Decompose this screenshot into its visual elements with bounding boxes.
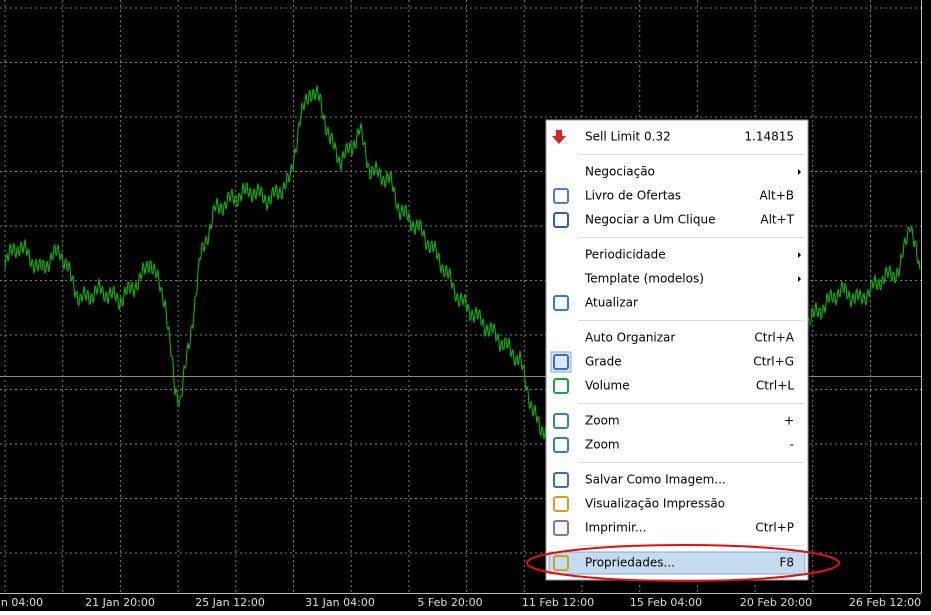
menu-icon xyxy=(553,472,569,488)
menu-item[interactable]: Grade Ctrl+G xyxy=(550,351,794,373)
x-axis-bar xyxy=(0,593,931,611)
menu-shortcut: - xyxy=(790,438,794,452)
menu-panel xyxy=(545,119,809,581)
menu-shortcut: Ctrl+P xyxy=(755,521,794,535)
menu-icon xyxy=(553,496,569,512)
menu-icon xyxy=(553,378,569,394)
menu-item[interactable]: Livro de Ofertas Alt+B xyxy=(553,188,794,204)
x-tick-label: 5 Feb 20:00 xyxy=(417,596,482,609)
menu-shortcut: Alt+T xyxy=(760,213,794,227)
menu-item[interactable]: Salvar Como Imagem... xyxy=(553,472,726,488)
menu-item[interactable]: Volume Ctrl+L xyxy=(553,378,794,394)
x-tick-label: 21 Jan 20:00 xyxy=(85,596,155,609)
menu-item[interactable]: Visualização Impressão xyxy=(553,496,725,512)
menu-label: Imprimir... xyxy=(585,521,646,535)
menu-label: Negociar a Um Clique xyxy=(585,213,715,227)
x-tick-label: 15 Feb 04:00 xyxy=(630,596,702,609)
x-tick-label: n 04:00 xyxy=(1,596,43,609)
menu-label: Visualização Impressão xyxy=(585,497,725,511)
submenu-arrow xyxy=(798,169,801,175)
x-axis: n 04:00 21 Jan 20:00 25 Jan 12:00 31 Jan 04… xyxy=(1,596,921,609)
menu-icon xyxy=(553,520,569,536)
annotation-ellipse xyxy=(526,544,840,582)
menu-label: Livro de Ofertas xyxy=(585,189,681,203)
check-frame xyxy=(550,351,572,373)
menu-shortcut: Ctrl+L xyxy=(756,379,794,393)
context-menu: Sell Limit 0.32 1.14815 Negociação Livro de… xyxy=(526,119,840,583)
menu-item[interactable]: Periodicidade xyxy=(585,248,801,262)
y-axis-bar xyxy=(921,0,931,593)
menu-shortcut: 1.14815 xyxy=(744,130,794,144)
menu-label: Auto Organizar xyxy=(585,331,675,345)
menu-icon xyxy=(553,354,569,370)
menu-label: Sell Limit 0.32 xyxy=(585,130,671,144)
menu-item[interactable]: Sell Limit 0.32 1.14815 xyxy=(552,130,794,145)
menu-item[interactable]: Zoom + xyxy=(553,413,794,429)
menu-shortcut: Alt+B xyxy=(759,189,794,203)
menu-label: Zoom xyxy=(585,438,620,452)
menu-label: Template (modelos) xyxy=(584,272,704,286)
menu-icon xyxy=(553,212,569,228)
menu-shortcut: F8 xyxy=(779,556,794,570)
menu-shortcut: + xyxy=(784,414,794,428)
menu-icon xyxy=(553,188,569,204)
x-tick-label: 31 Jan 04:00 xyxy=(305,596,375,609)
x-tick-label: 20 Feb 20:00 xyxy=(740,596,812,609)
menu-item[interactable]: Negociação xyxy=(585,165,801,179)
submenu-arrow xyxy=(798,276,801,282)
menu-label: Propriedades... xyxy=(585,556,675,570)
menu-icon xyxy=(553,555,569,571)
menu-item[interactable]: Template (modelos) xyxy=(584,272,801,286)
menu-highlight xyxy=(548,551,806,575)
menu-shortcut: Ctrl+A xyxy=(754,331,794,345)
x-tick-label: 26 Feb 12:00 xyxy=(849,596,921,609)
menu-label: Salvar Como Imagem... xyxy=(585,473,726,487)
x-tick-label: 11 Feb 12:00 xyxy=(522,596,594,609)
menu-item[interactable]: Propriedades... F8 xyxy=(548,551,806,575)
menu-label: Zoom xyxy=(585,414,620,428)
submenu-arrow xyxy=(798,252,801,258)
menu-item[interactable]: Auto Organizar Ctrl+A xyxy=(585,331,795,345)
menu-item[interactable]: Atualizar xyxy=(553,295,638,311)
menu-item[interactable]: Zoom - xyxy=(553,437,794,453)
menu-item[interactable]: Negociar a Um Clique Alt+T xyxy=(553,212,795,228)
menu-item[interactable]: Imprimir... Ctrl+P xyxy=(553,520,794,536)
menu-label: Negociação xyxy=(585,165,655,179)
menu-icon xyxy=(553,413,569,429)
menu-label: Atualizar xyxy=(585,296,638,310)
menu-icon xyxy=(553,295,569,311)
x-tick-label: 25 Jan 12:00 xyxy=(195,596,265,609)
menu-label: Volume xyxy=(585,379,630,393)
menu-shortcut: Ctrl+G xyxy=(753,355,794,369)
menu-icon xyxy=(552,130,566,144)
menu-icon xyxy=(553,437,569,453)
menu-label: Grade xyxy=(585,355,622,369)
menu-label: Periodicidade xyxy=(585,248,666,262)
